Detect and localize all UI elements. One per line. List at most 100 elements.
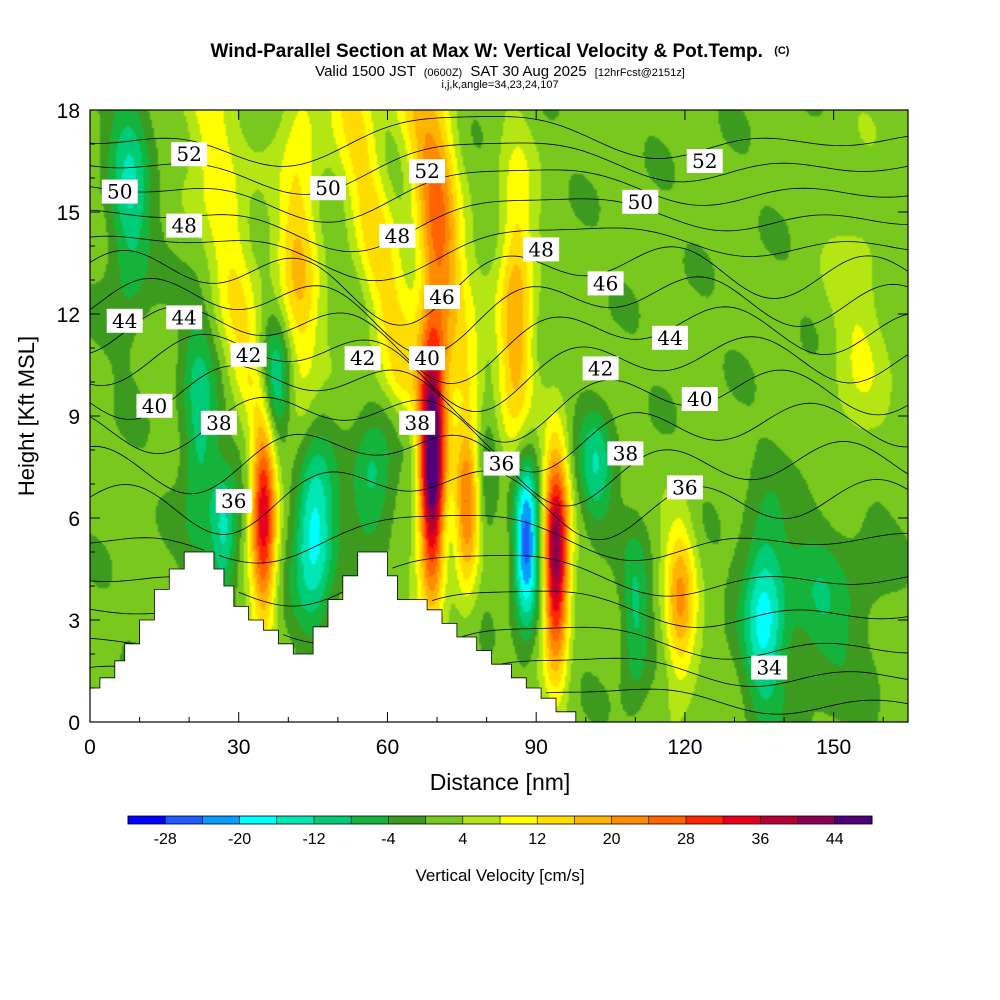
contour-labels: 52 52 52 50 50 50 48 48 48 46 46 44 44 44 42 42 42 40 40 40… (101, 142, 788, 680)
isentrope-line (89, 169, 909, 223)
colorbar-swatch (462, 816, 501, 824)
colorbar-swatch (314, 816, 352, 824)
isentrope-line (546, 688, 909, 715)
contour-label-text: 44 (657, 326, 682, 350)
y-tick-label: 12 (57, 304, 80, 327)
colorbar-swatch (686, 816, 724, 824)
subtitle-valid: Valid 1500 JST (315, 63, 415, 80)
colorbar-swatch (537, 816, 575, 824)
colorbar-swatch (165, 816, 203, 824)
x-tick-label: 90 (525, 736, 548, 759)
contour-label: 34 (751, 655, 788, 680)
y-tick-label: 9 (68, 406, 80, 429)
colorbar-tick-label: -12 (302, 831, 325, 848)
colorbar-swatch (500, 816, 538, 824)
contour-label-text: 44 (171, 305, 196, 329)
subtitle-forecast: [12hrFcst@2151z] (595, 67, 685, 79)
y-axis-label: Height [Kft MSL] (14, 336, 39, 496)
contour-label: 38 (607, 441, 644, 466)
colorbar-tick-label: 28 (677, 831, 695, 848)
contour-label-text: 36 (221, 489, 246, 513)
contour-label: 40 (136, 393, 173, 418)
contour-label-text: 50 (107, 180, 132, 204)
isentrope-line (89, 365, 909, 443)
contour-label-text: 52 (414, 159, 439, 183)
isentrope-line (89, 306, 909, 384)
contour-label-text: 50 (628, 190, 653, 214)
isentrope-line (89, 198, 909, 253)
contour-label: 44 (166, 305, 203, 330)
colorbar-swatch (351, 816, 389, 824)
y-tick-label: 3 (68, 610, 80, 633)
isentrope-line (89, 276, 909, 356)
colorbar-label: Vertical Velocity [cm/s] (415, 866, 584, 885)
isentrope-line (89, 116, 909, 167)
colorbar-swatch (425, 816, 464, 824)
chart-title: Wind-Parallel Section at Max W: Vertical… (211, 41, 790, 62)
contour-label: 42 (582, 356, 619, 381)
colorbar-tick-label: 12 (528, 831, 546, 848)
contour-label: 52 (409, 159, 446, 184)
contour-label: 42 (230, 342, 267, 367)
contour-label-text: 52 (176, 142, 201, 166)
colorbar-tick-label: 20 (603, 831, 621, 848)
colorbar-tick-label: 4 (458, 831, 467, 848)
colorbar-swatch (202, 816, 240, 824)
x-axis-label: Distance [nm] (430, 769, 571, 795)
isentrope-line (89, 657, 909, 687)
colorbar-tick-label: -28 (154, 831, 177, 848)
x-tick-label: 150 (816, 736, 851, 759)
isentrope-line (89, 626, 909, 660)
contour-label-text: 52 (692, 149, 717, 173)
contour-label: 50 (309, 176, 346, 201)
contour-label: 50 (622, 189, 659, 214)
plot-area: 52 52 52 50 50 50 48 48 48 46 46 44 44 44 42 42 42 40 40 40… (89, 109, 909, 723)
contour-label: 52 (686, 149, 723, 173)
colorbar-tick-label: -20 (228, 831, 251, 848)
isentrope-line (89, 333, 909, 413)
contour-label: 36 (215, 489, 252, 513)
chart-title-main: Wind-Parallel Section at Max W: Vertical… (211, 41, 763, 62)
contour-label-text: 48 (171, 214, 196, 238)
contour-label-text: 46 (593, 271, 618, 295)
contour-label: 36 (483, 451, 520, 476)
contour-label-text: 42 (588, 356, 613, 380)
isentrope-line (89, 555, 909, 607)
contour-label-text: 48 (385, 224, 410, 248)
isentrope-line (89, 590, 909, 644)
colorbar-swatch (276, 816, 315, 824)
contour-label: 42 (344, 346, 381, 371)
contour-label: 44 (106, 308, 143, 333)
x-axis: 0 30 60 90 120 150 (84, 110, 884, 759)
contour-label: 38 (399, 410, 436, 435)
contour-label: 38 (200, 410, 237, 435)
contour-label-text: 50 (315, 176, 340, 200)
colorbar: -28 -20 -12 -4 4 12 20 28 36 44 (127, 815, 873, 848)
contour-label-text: 48 (528, 237, 553, 261)
contour-label-text: 46 (429, 285, 454, 309)
x-tick-label: 30 (227, 736, 250, 759)
y-tick-label: 15 (57, 202, 80, 225)
contour-label: 40 (409, 346, 446, 371)
colorbar-tick-label: 36 (752, 831, 770, 848)
colorbar-swatch (760, 816, 798, 824)
colorbar-swatch (128, 816, 166, 824)
contour-label: 48 (379, 223, 416, 248)
contour-label: 44 (652, 325, 689, 350)
contour-label-text: 42 (236, 343, 261, 367)
contour-label-text: 38 (206, 411, 231, 435)
contour-label-text: 42 (350, 346, 375, 370)
x-tick-label: 60 (376, 736, 399, 759)
contour-label: 48 (166, 213, 203, 238)
colorbar-swatch (797, 816, 836, 824)
contour-label-text: 34 (756, 656, 781, 680)
colorbar-tick-label: -4 (381, 831, 395, 848)
colorbar-swatch (239, 816, 278, 824)
terrain-outline (90, 551, 908, 723)
chart-params: i,j,k,angle=34,23,24,107 (441, 79, 558, 91)
y-tick-label: 18 (57, 100, 80, 123)
colorbar-tick-label: 44 (826, 831, 844, 848)
contour-label: 50 (101, 179, 138, 204)
chart-subtitle: Valid 1500 JST (0600Z) SAT 30 Aug 2025 [… (315, 63, 685, 80)
